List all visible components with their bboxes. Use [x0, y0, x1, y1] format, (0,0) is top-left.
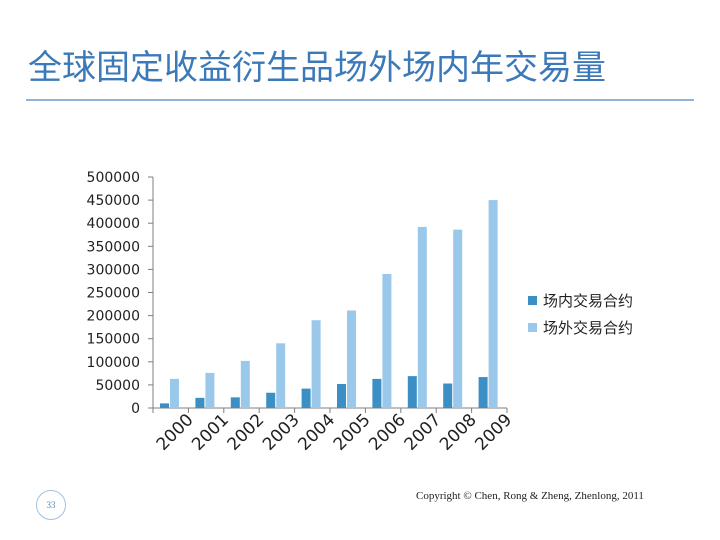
- bar-otc-2001: [205, 372, 215, 408]
- bars: [160, 200, 498, 408]
- y-tick-label: 200000: [87, 309, 140, 325]
- bar-exchange-2001: [195, 397, 205, 408]
- x-tick-label: 2001: [188, 410, 233, 455]
- x-tick-label: 2004: [294, 410, 339, 455]
- bar-exchange-2005: [337, 383, 346, 408]
- y-tick-label: 50000: [95, 378, 140, 394]
- bar-otc-2006: [382, 274, 392, 408]
- y-tick-label: 400000: [87, 216, 140, 232]
- bar-exchange-2007: [407, 376, 417, 408]
- bar-exchange-2009: [478, 377, 488, 408]
- y-tick-label: 300000: [87, 262, 140, 278]
- copyright-text: Copyright © Chen, Rong & Zheng, Zhenlong…: [416, 490, 644, 502]
- bar-otc-2000: [170, 378, 179, 408]
- y-tick-label: 100000: [87, 355, 140, 371]
- bar-otc-2009: [488, 200, 498, 408]
- bar-exchange-2004: [301, 388, 311, 408]
- x-tick-label: 2009: [471, 410, 516, 455]
- y-tick-label: 250000: [87, 286, 140, 302]
- y-tick-label: 0: [131, 401, 140, 417]
- bar-exchange-2000: [160, 403, 169, 408]
- bar-otc-2004: [311, 320, 321, 408]
- bar-otc-2005: [347, 310, 356, 408]
- legend-swatch: [528, 323, 537, 332]
- legend-label: 场内交易合约: [543, 292, 633, 310]
- y-axis: 0 50000 100000 150000 200000 250000 300000 3500…: [87, 170, 154, 417]
- x-tick-label: 2006: [365, 410, 410, 455]
- page-number: 33: [36, 490, 66, 520]
- bar-otc-2008: [453, 229, 463, 408]
- title-divider: [26, 99, 694, 101]
- y-tick-label: 350000: [87, 239, 140, 255]
- bar-exchange-2006: [372, 378, 382, 408]
- bar-otc-2003: [276, 343, 286, 408]
- bar-exchange-2003: [266, 392, 276, 408]
- x-tick-label: 2007: [401, 410, 446, 455]
- slide-title: 全球固定收益衍生品场外场内年交易量: [28, 48, 606, 88]
- bar-exchange-2008: [443, 383, 453, 408]
- bar-otc-2007: [417, 226, 427, 408]
- x-tick-label: 2005: [330, 410, 375, 455]
- x-tick-label: 2003: [259, 410, 304, 455]
- x-tick-label: 2008: [436, 410, 481, 455]
- bar-exchange-2002: [230, 397, 240, 408]
- x-tick-label: 2002: [224, 410, 269, 455]
- y-tick-label: 500000: [87, 170, 140, 186]
- x-tick-label: 2000: [153, 410, 198, 455]
- y-tick-label: 450000: [87, 193, 140, 209]
- legend-swatch: [528, 296, 537, 305]
- y-tick-label: 150000: [87, 332, 140, 348]
- bar-otc-2002: [240, 360, 250, 408]
- legend-label: 场外交易合约: [543, 319, 633, 337]
